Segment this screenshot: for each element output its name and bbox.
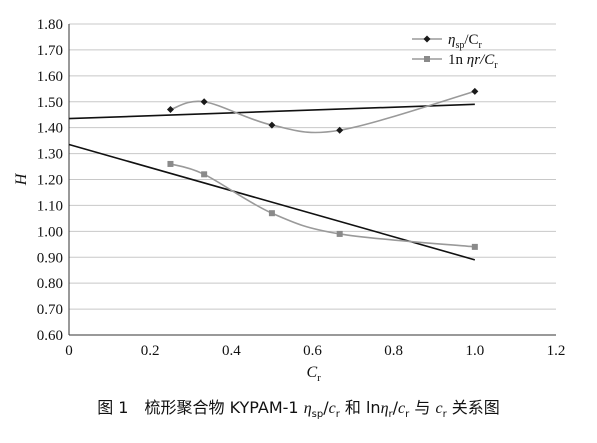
caption-slash1: / xyxy=(323,398,329,417)
caption-text: 梳形聚合物 KYPAM-1 xyxy=(144,398,304,417)
y-tick-label: 1.80 xyxy=(37,17,63,33)
caption-and: 和 ln xyxy=(339,398,381,417)
data-point-s1 xyxy=(166,106,174,114)
y-tick-label: 1.70 xyxy=(37,43,63,59)
series-markers xyxy=(166,87,479,250)
series-curves xyxy=(170,90,476,248)
data-point-s2 xyxy=(471,243,478,250)
x-tick-label: 0 xyxy=(65,343,73,359)
caption-r1: r xyxy=(335,409,340,421)
y-axis-label: H xyxy=(13,172,30,186)
caption-r2: r xyxy=(388,409,393,421)
x-axis-label: Cr xyxy=(307,364,322,384)
caption-c3: c xyxy=(435,400,443,417)
x-axis-label-main: C xyxy=(307,364,318,381)
legend-marker-2 xyxy=(424,56,430,62)
data-point-s1 xyxy=(200,98,208,106)
x-tick-label: 1.2 xyxy=(547,343,566,359)
caption-r3: r xyxy=(405,409,410,421)
legend-label-1: ηsp/Cr xyxy=(448,32,483,51)
x-tick-label: 0.6 xyxy=(303,343,322,359)
y-tick-label: 1.30 xyxy=(37,147,63,163)
y-tick-label: 1.60 xyxy=(37,69,63,85)
data-point-s2 xyxy=(336,230,343,237)
legend-marker-1 xyxy=(423,35,431,43)
caption-eta2: η xyxy=(380,400,389,417)
y-tick-label: 1.10 xyxy=(37,198,63,214)
data-point-s2 xyxy=(167,160,174,167)
caption-with: 与 xyxy=(409,398,436,417)
series-line-2 xyxy=(170,163,475,248)
y-tick-label: 1.00 xyxy=(37,224,63,240)
x-tick-label: 1.0 xyxy=(465,343,484,359)
legend-label-2: 1n ηr/Cr xyxy=(448,52,498,71)
grid-lines xyxy=(69,23,556,310)
x-tick-labels: 0 0.2 0.4 0.6 0.8 1.0 1.2 xyxy=(65,343,565,359)
y-tick-label: 1.20 xyxy=(37,173,63,189)
y-tick-label: 1.50 xyxy=(37,95,63,111)
y-tick-label: 0.70 xyxy=(37,302,63,318)
x-tick-label: 0.8 xyxy=(384,343,403,359)
caption-r4: r xyxy=(442,409,447,421)
chart: 0.600.700.800.901.001.101.201.301.401.50… xyxy=(13,17,565,384)
axes xyxy=(68,24,556,336)
trendline-1 xyxy=(68,103,475,120)
caption-sp: sp xyxy=(311,409,324,421)
caption-c1: c xyxy=(328,400,336,417)
x-tick-label: 0.2 xyxy=(141,343,160,359)
x-axis-label-sub: r xyxy=(317,372,321,384)
y-tick-label: 0.90 xyxy=(37,250,63,266)
data-point-s1 xyxy=(336,126,344,134)
y-tick-label: 0.80 xyxy=(37,276,63,292)
caption-prefix: 图 1 xyxy=(97,398,129,417)
y-tick-label: 0.60 xyxy=(37,328,63,344)
caption-c2: c xyxy=(398,400,406,417)
data-point-s2 xyxy=(268,210,275,217)
data-point-s2 xyxy=(201,171,208,178)
series-line-1 xyxy=(170,90,476,134)
figure-caption: 图 1 梳形聚合物 KYPAM-1 ηsp/cr 和 lnηr/cr 与 cr 关… xyxy=(0,394,597,424)
y-tick-label: 1.40 xyxy=(37,121,63,137)
caption-eta: η xyxy=(303,400,312,417)
caption-tail: 关系图 xyxy=(446,398,500,417)
data-point-s1 xyxy=(268,121,276,129)
x-tick-label: 0.4 xyxy=(222,343,241,359)
y-tick-labels: 0.60 0.70 0.80 0.90 1.00 1.10 1.20 1.30 1.40 1.50… xyxy=(37,17,63,344)
data-point-s1 xyxy=(471,87,479,95)
caption-slash2: / xyxy=(392,398,399,417)
